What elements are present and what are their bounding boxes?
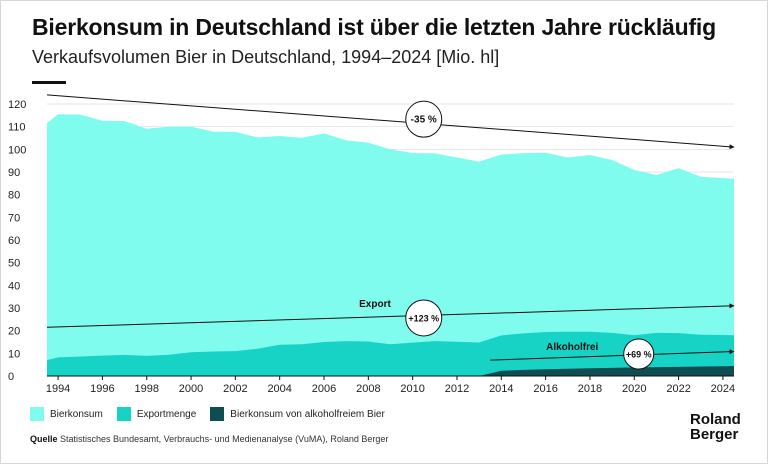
source-text: Statistisches Bundesamt, Verbrauchs- und… — [60, 434, 389, 444]
x-tick-label: 2012 — [445, 383, 469, 395]
y-tick-label: 120 — [8, 99, 26, 111]
trend-badge-circle — [405, 299, 443, 337]
y-tick-label: 50 — [8, 258, 20, 270]
trend-line — [490, 349, 735, 361]
x-tick-label: 2020 — [622, 383, 646, 395]
x-tick-label: 1994 — [46, 383, 70, 395]
x-tick-label: 2024 — [711, 383, 735, 395]
chart-title: Bierkonsum in Deutschland ist über die l… — [32, 14, 716, 40]
area-exportmenge — [47, 331, 734, 376]
trend-badge-circle — [623, 338, 655, 370]
y-tick-label: 0 — [8, 371, 14, 383]
legend-swatch-bierkonsum — [30, 407, 44, 421]
legend-item-bierkonsum: Bierkonsum — [30, 407, 103, 421]
source-label: Quelle — [30, 434, 58, 444]
area-bierkonsum — [47, 114, 734, 376]
trend-badge-label: +69 % — [626, 350, 652, 360]
y-tick-label: 30 — [8, 303, 20, 315]
legend-label-export: Exportmenge — [136, 408, 197, 420]
y-tick-label: 80 — [8, 190, 20, 202]
x-tick-label: 2016 — [533, 383, 557, 395]
x-tick-label: 2022 — [666, 383, 690, 395]
x-axis: 1994 1996 1998 2000 2002 2004 2006 2008 2010 2012… — [46, 375, 735, 395]
logo-line-2: Berger — [690, 426, 739, 443]
y-tick-label: 20 — [8, 326, 20, 338]
y-tick-label: 40 — [8, 280, 20, 292]
logo-line-1: Roland — [690, 411, 741, 428]
legend-swatch-alkoholfrei — [210, 407, 225, 421]
area-alkoholfrei — [479, 366, 734, 376]
x-tick-label: 2018 — [578, 383, 602, 395]
source-note: Quelle Statistisches Bundesamt, Verbrauc… — [30, 434, 388, 444]
x-tick-label: 2014 — [489, 383, 513, 395]
x-tick-label: 2004 — [267, 383, 291, 395]
roland-berger-logo: Roland Berger — [690, 412, 741, 442]
area-series — [47, 114, 734, 376]
x-tick-label: 2000 — [179, 383, 203, 395]
legend-label-bierkonsum: Bierkonsum — [50, 408, 103, 420]
x-tick-label: 1996 — [90, 383, 114, 395]
y-tick-label: 90 — [8, 167, 20, 179]
legend-label-alkoholfrei: Bierkonsum von alkoholfreiem Bier — [230, 408, 385, 420]
legend-item-alkoholfrei: Bierkonsum von alkoholfreiem Bier — [210, 407, 385, 421]
legend-swatch-export — [116, 407, 131, 421]
trend-badge-label: +123 % — [408, 313, 439, 323]
x-tick-label: 2006 — [312, 383, 336, 395]
x-tick-label: 2010 — [400, 383, 424, 395]
x-tick-label: 2008 — [356, 383, 380, 395]
trend-badge-circle — [405, 100, 443, 138]
y-tick-label: 110 — [8, 122, 26, 134]
title-underline — [32, 81, 66, 84]
area-chart: -35 % Export +123 % Alkoholfrei +69 % 0 10 20 3… — [8, 94, 735, 395]
y-tick-label: 60 — [8, 235, 20, 247]
x-tick-label: 1998 — [134, 383, 158, 395]
legend: Bierkonsum Exportmenge Bierkonsum von al… — [30, 407, 385, 421]
trend-text-label: Alkoholfrei — [546, 342, 598, 353]
legend-item-export: Exportmenge — [116, 407, 197, 421]
chart-subtitle: Verkaufsvolumen Bier in Deutschland, 199… — [32, 47, 500, 67]
trend-text-label: Export — [359, 299, 391, 310]
trend-line — [46, 303, 735, 328]
trend-lines: -35 % Export +123 % Alkoholfrei +69 % — [46, 94, 735, 370]
y-tick-label: 70 — [8, 212, 20, 224]
trend-badge-label: -35 % — [411, 115, 437, 126]
x-tick-label: 2002 — [223, 383, 247, 395]
y-axis: 0 10 20 30 40 50 60 70 80 90 100 110 120 — [8, 99, 26, 383]
trend-line — [46, 94, 735, 150]
y-tick-label: 10 — [8, 348, 20, 360]
y-tick-label: 100 — [8, 144, 26, 156]
